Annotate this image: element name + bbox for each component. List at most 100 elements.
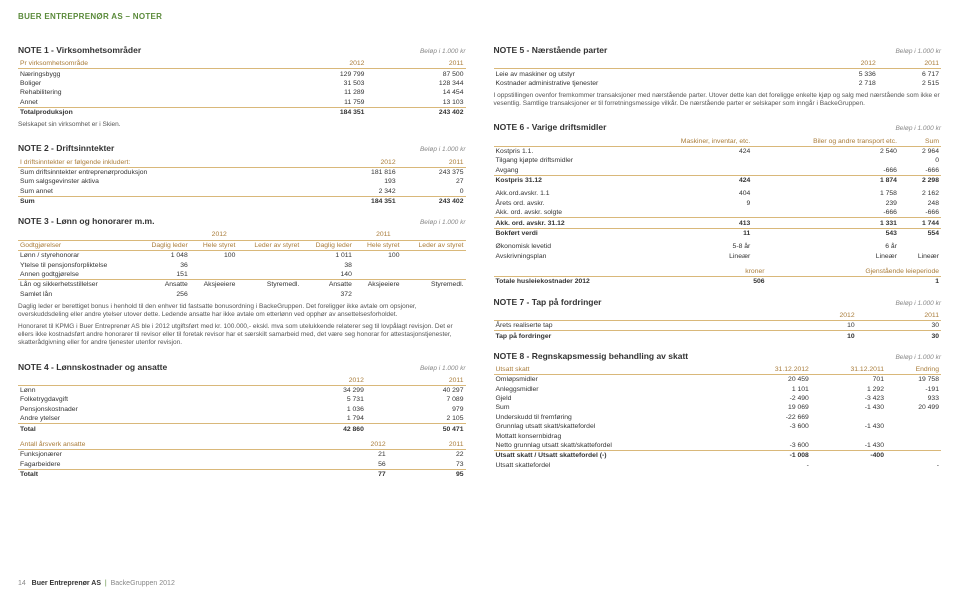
note3-para2: Honoraret til KPMG i Buer Entreprenør AS… xyxy=(18,323,466,347)
table-row: Økonomisk levetid5-8 år6 år xyxy=(494,242,942,251)
table-row: Næringsbygg129 79987 500 xyxy=(18,69,466,79)
columns: NOTE 1 - Virksomhetsområder Beløp i 1.00… xyxy=(18,35,941,479)
table-total-row: Bokført verdi11543554 xyxy=(494,228,942,238)
table-total-row: Kostpris 31.124241 8742 298 xyxy=(494,175,942,185)
note6-lease-table: kronerGjenstående leieperiode Totale hus… xyxy=(494,267,942,287)
page-footer: 14 Buer Entreprenør AS | BackeGruppen 20… xyxy=(18,580,175,587)
col-year: 2011 xyxy=(857,311,941,321)
table-total-row: Totalt7795 xyxy=(18,469,466,479)
unit-label: Beløp i 1.000 kr xyxy=(420,365,466,372)
col-year: 2012 xyxy=(770,311,857,321)
footer-group: BackeGruppen 2012 xyxy=(111,580,175,587)
col-year: 2012 xyxy=(266,376,366,386)
unit-label: Beløp i 1.000 kr xyxy=(420,48,466,55)
col-label: Gjenstående leieperiode xyxy=(767,267,941,277)
table-row: Annet11 75913 103 xyxy=(18,98,466,108)
note1-table: Pr virksomhetsområde20122011 Næringsbygg… xyxy=(18,59,466,117)
footer-company: Buer Entreprenør AS xyxy=(32,580,101,587)
unit-label: Beløp i 1.000 kr xyxy=(895,48,941,55)
note5-para: I oppstillingen ovenfor fremkommer trans… xyxy=(494,92,942,108)
note3-table: 20122011 Godtgjørelser Daglig leder Hele… xyxy=(18,230,466,299)
table-row: Grunnlag utsatt skatt/skattefordel-3 600… xyxy=(494,422,942,431)
col-year: 2012 xyxy=(308,440,388,450)
col-label: Biler og andre transport etc. xyxy=(752,136,899,146)
unit-label: Beløp i 1.000 kr xyxy=(420,219,466,226)
note6-table: Maskiner, inventar, etc.Biler og andre t… xyxy=(494,136,942,261)
col-year: 2011 xyxy=(366,376,466,386)
table-row: Årets ord. avskr.9239248 xyxy=(494,199,942,208)
col-year: 2012 xyxy=(267,59,366,69)
col-year: 2011 xyxy=(388,440,466,450)
intro-text: I driftsinntekter er følgende inkludert: xyxy=(18,157,330,167)
year-header: 2011 xyxy=(301,230,465,240)
table-row: Andre ytelser1 7942 105 xyxy=(18,414,466,424)
table-row: Akk. ord. avskr. solgte-666-666 xyxy=(494,208,942,218)
note7-table: 20122011 Årets realiserte tap1030 Tap på… xyxy=(494,311,942,341)
note3-para1: Daglig leder er berettiget bonus i henho… xyxy=(18,303,466,319)
col-label: kroner xyxy=(714,267,766,277)
col-label: Hele styret xyxy=(190,240,238,250)
note5-table: 20122011 Leie av maskiner og utstyr5 336… xyxy=(494,59,942,88)
table-row: Fagarbeidere5673 xyxy=(18,460,466,470)
note2-table: I driftsinntekter er følgende inkludert:… xyxy=(18,157,466,206)
table-total-row: Totalproduksjon184 351243 402 xyxy=(18,107,466,117)
table-row: Annen godtgjørelse151140 xyxy=(18,270,466,280)
col-year: 2011 xyxy=(878,59,941,69)
right-column: NOTE 5 - Nærstående parter Beløp i 1.000… xyxy=(494,35,942,479)
col-label: Leder av styret xyxy=(237,240,301,250)
col-label: Sum xyxy=(899,136,941,146)
table-row: Kostnader administrative tjenester2 7182… xyxy=(494,79,942,88)
unit-label: Beløp i 1.000 kr xyxy=(420,146,466,153)
table-row: Sum annet2 3420 xyxy=(18,187,466,197)
note3-title: NOTE 3 - Lønn og honorarer m.m. xyxy=(18,216,154,226)
note6-title: NOTE 6 - Varige driftsmidler xyxy=(494,122,607,132)
table-row: Funksjonærer2122 xyxy=(18,450,466,460)
table-row: Kostpris 1.1.4242 5402 964 xyxy=(494,146,942,156)
table-row: Avgang-666-666 xyxy=(494,166,942,176)
unit-label: Beløp i 1.000 kr xyxy=(895,300,941,307)
year-header: 2012 xyxy=(137,230,301,240)
note1-title: NOTE 1 - Virksomhetsområder xyxy=(18,45,141,55)
col-year: 2011 xyxy=(366,59,465,69)
unit-label: Beløp i 1.000 kr xyxy=(895,125,941,132)
note4-title: NOTE 4 - Lønnskostnader og ansatte xyxy=(18,362,167,372)
table-total-row: Utsatt skatt / Utsatt skattefordel (-)-1… xyxy=(494,451,942,461)
note8-table: Utsatt skatt31.12.201231.12.2011Endring … xyxy=(494,365,942,470)
col-label: Leder av styret xyxy=(402,240,466,250)
table-total-row: Sum184 351243 402 xyxy=(18,196,466,206)
table-row: Boliger31 503128 344 xyxy=(18,79,466,88)
col-label: Utsatt skatt xyxy=(494,365,735,375)
table-row: Lønn34 29940 297 xyxy=(18,385,466,395)
col-label: Daglig leder xyxy=(301,240,354,250)
table-row: Rehabilitering11 28914 454 xyxy=(18,88,466,97)
col-label: Godtgjørelser xyxy=(18,240,137,250)
table-row: Folketrygdavgift5 7317 089 xyxy=(18,395,466,404)
page-header: BUER ENTREPRENØR AS – NOTER xyxy=(18,12,941,21)
col-year: 2012 xyxy=(330,157,398,167)
table-row: AvskrivningsplanLineærLineærLineær xyxy=(494,252,942,261)
table-row: Anleggsmidler1 1011 292-191 xyxy=(494,385,942,394)
footer-sep: | xyxy=(105,580,107,587)
table-row: Leie av maskiner og utstyr5 3366 717 xyxy=(494,69,942,79)
note2-title: NOTE 2 - Driftsinntekter xyxy=(18,143,114,153)
note8-title: NOTE 8 - Regnskapsmessig behandling av s… xyxy=(494,351,689,361)
table-row: Underskudd til fremføring-22 669 xyxy=(494,413,942,422)
col-label: Maskiner, inventar, etc. xyxy=(630,136,753,146)
table-row: Lån og sikkerhetsstillelser Ansatte Aksj… xyxy=(18,280,466,290)
note1-footnote: Selskapet sin virksomhet er i Skien. xyxy=(18,121,466,129)
table-row: Omløpsmidler20 45970119 758 xyxy=(494,375,942,385)
page-number: 14 xyxy=(18,580,26,587)
table-row: Ytelse til pensjonsforpliktelse3638 xyxy=(18,260,466,269)
table-total-row: Akk. ord. avskr. 31.124131 3311 744 xyxy=(494,218,942,228)
note5-title: NOTE 5 - Nærstående parter xyxy=(494,45,608,55)
col-year: 2012 xyxy=(815,59,878,69)
note7-title: NOTE 7 - Tap på fordringer xyxy=(494,297,602,307)
col-label: Daglig leder xyxy=(137,240,190,250)
col-year: 31.12.2011 xyxy=(811,365,886,375)
table-row: Lønn / styrehonorar1 0481001 011100 xyxy=(18,251,466,261)
table-row: Sum salgsgevinster aktiva19327 xyxy=(18,177,466,186)
table-row: Sum driftsinntekter entreprenørproduksjo… xyxy=(18,167,466,177)
table-total-row: Totale husleiekostnader 20125061 xyxy=(494,277,942,287)
col-year: 2011 xyxy=(398,157,466,167)
note4-table: 20122011 Lønn34 29940 297 Folketrygdavgi… xyxy=(18,376,466,434)
